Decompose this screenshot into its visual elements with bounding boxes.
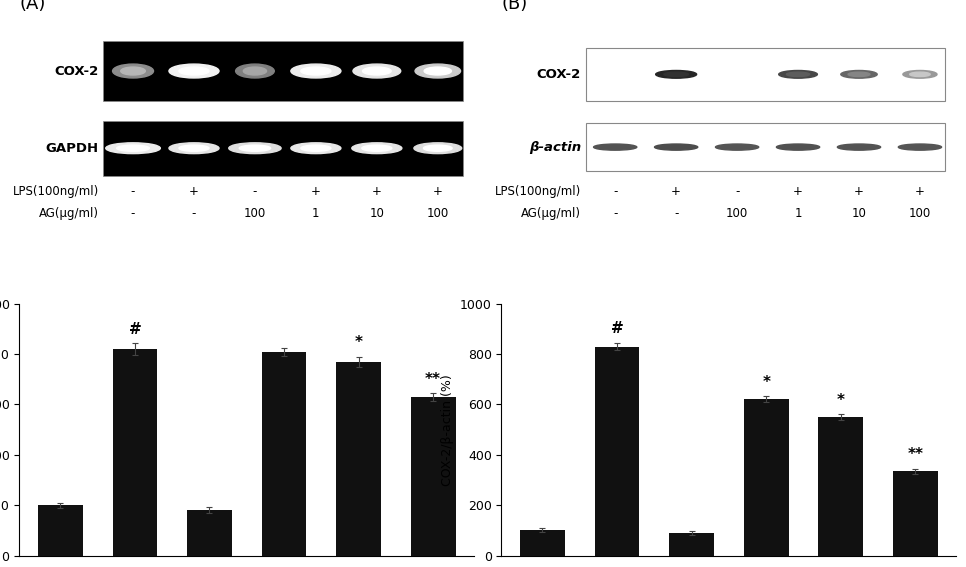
Ellipse shape bbox=[415, 64, 461, 78]
Ellipse shape bbox=[779, 70, 817, 78]
Text: GAPDH: GAPDH bbox=[45, 142, 99, 155]
Ellipse shape bbox=[362, 67, 391, 75]
Text: *: * bbox=[355, 335, 362, 350]
Text: *: * bbox=[762, 375, 770, 390]
Bar bbox=[585, 48, 945, 101]
Bar bbox=[112, 349, 157, 556]
Text: +: + bbox=[854, 185, 864, 198]
Text: -: - bbox=[613, 207, 617, 220]
Text: LPS(100ng/ml): LPS(100ng/ml) bbox=[13, 185, 99, 198]
Text: #: # bbox=[611, 321, 623, 336]
Ellipse shape bbox=[169, 64, 219, 78]
Text: 10: 10 bbox=[852, 207, 867, 220]
Ellipse shape bbox=[898, 144, 942, 150]
Ellipse shape bbox=[423, 145, 452, 151]
Ellipse shape bbox=[179, 67, 209, 75]
Ellipse shape bbox=[105, 143, 160, 154]
Text: β-actin: β-actin bbox=[529, 141, 582, 154]
Ellipse shape bbox=[169, 143, 219, 154]
Text: +: + bbox=[671, 185, 681, 198]
Text: 100: 100 bbox=[427, 207, 449, 220]
Bar bbox=[411, 397, 456, 556]
Ellipse shape bbox=[664, 72, 689, 77]
Ellipse shape bbox=[243, 67, 267, 75]
Bar bbox=[520, 531, 565, 556]
Ellipse shape bbox=[362, 145, 392, 151]
Text: (B): (B) bbox=[501, 0, 527, 12]
Text: *: * bbox=[837, 393, 844, 408]
Bar bbox=[893, 471, 938, 556]
Text: 10: 10 bbox=[369, 207, 384, 220]
Text: 1: 1 bbox=[312, 207, 320, 220]
Text: AG(μg/ml): AG(μg/ml) bbox=[39, 207, 99, 220]
Bar bbox=[585, 123, 945, 171]
Text: -: - bbox=[253, 185, 257, 198]
Text: +: + bbox=[372, 185, 382, 198]
Ellipse shape bbox=[229, 143, 281, 154]
Text: #: # bbox=[128, 321, 141, 337]
Ellipse shape bbox=[777, 144, 820, 150]
Ellipse shape bbox=[716, 144, 758, 150]
Ellipse shape bbox=[840, 70, 877, 78]
Ellipse shape bbox=[352, 143, 402, 154]
Text: 100: 100 bbox=[243, 207, 266, 220]
Bar bbox=[262, 352, 306, 556]
Ellipse shape bbox=[240, 145, 270, 151]
Text: 1: 1 bbox=[794, 207, 802, 220]
Ellipse shape bbox=[413, 143, 462, 154]
Text: +: + bbox=[793, 185, 803, 198]
Ellipse shape bbox=[179, 145, 209, 151]
Text: AG(μg/ml): AG(μg/ml) bbox=[521, 207, 582, 220]
Text: 100: 100 bbox=[726, 207, 749, 220]
Ellipse shape bbox=[300, 145, 331, 151]
Text: +: + bbox=[915, 185, 924, 198]
Ellipse shape bbox=[838, 144, 881, 150]
Ellipse shape bbox=[593, 144, 637, 150]
Ellipse shape bbox=[113, 64, 154, 78]
Bar bbox=[103, 41, 463, 101]
Bar bbox=[818, 417, 864, 556]
Ellipse shape bbox=[655, 144, 697, 150]
Text: -: - bbox=[192, 207, 196, 220]
Ellipse shape bbox=[910, 72, 930, 77]
Text: -: - bbox=[130, 185, 135, 198]
Ellipse shape bbox=[786, 72, 810, 77]
Ellipse shape bbox=[903, 70, 937, 78]
Ellipse shape bbox=[291, 64, 341, 78]
Text: 100: 100 bbox=[909, 207, 931, 220]
Bar bbox=[595, 346, 639, 556]
Bar bbox=[744, 399, 788, 556]
Text: -: - bbox=[735, 185, 739, 198]
Bar bbox=[103, 121, 463, 176]
Text: -: - bbox=[674, 207, 678, 220]
Text: +: + bbox=[433, 185, 442, 198]
Ellipse shape bbox=[121, 67, 145, 75]
Ellipse shape bbox=[848, 72, 870, 77]
Text: **: ** bbox=[425, 371, 441, 387]
Ellipse shape bbox=[300, 67, 331, 75]
Ellipse shape bbox=[656, 70, 696, 78]
Ellipse shape bbox=[353, 64, 401, 78]
Bar bbox=[669, 533, 714, 556]
Ellipse shape bbox=[424, 67, 451, 75]
Text: LPS(100ng/ml): LPS(100ng/ml) bbox=[495, 185, 582, 198]
Y-axis label: COX-2/β-actin (%): COX-2/β-actin (%) bbox=[441, 374, 454, 485]
Text: -: - bbox=[613, 185, 617, 198]
Bar bbox=[187, 510, 232, 556]
Text: (A): (A) bbox=[19, 0, 45, 12]
Ellipse shape bbox=[236, 64, 274, 78]
Text: +: + bbox=[311, 185, 321, 198]
Ellipse shape bbox=[117, 145, 150, 151]
Text: **: ** bbox=[907, 447, 923, 463]
Text: COX-2: COX-2 bbox=[55, 65, 99, 78]
Bar bbox=[336, 362, 381, 556]
Text: COX-2: COX-2 bbox=[537, 68, 582, 81]
Ellipse shape bbox=[291, 143, 341, 154]
Text: +: + bbox=[189, 185, 199, 198]
Text: -: - bbox=[130, 207, 135, 220]
Bar bbox=[38, 505, 83, 556]
